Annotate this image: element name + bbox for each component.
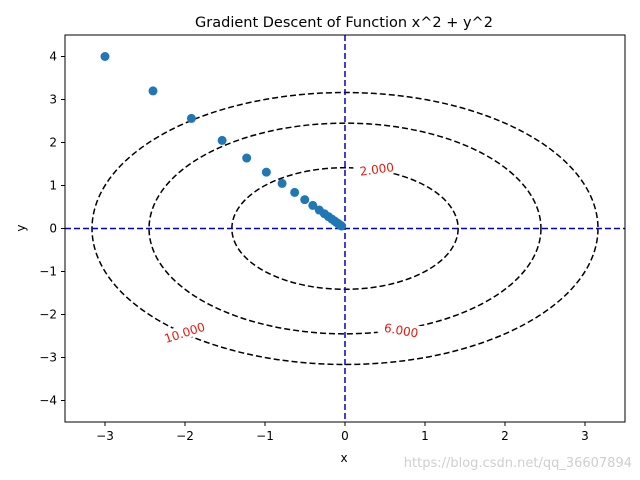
contour-label-group: 6.000 <box>377 318 426 341</box>
x-tick-label: −2 <box>176 429 194 443</box>
y-tick-label: −4 <box>39 394 57 408</box>
y-tick-label: −1 <box>39 265 57 279</box>
contour-label-group: 10.000 <box>156 317 213 347</box>
contour-label-gap <box>352 158 401 179</box>
contour-line-6 <box>148 122 542 335</box>
data-point <box>261 167 271 177</box>
y-tick-label: 3 <box>49 93 57 107</box>
contour-label-gap <box>377 318 426 341</box>
contour-label-gap <box>156 317 213 347</box>
chart-title: Gradient Descent of Function x^2 + y^2 <box>195 15 493 31</box>
data-point <box>277 178 287 188</box>
plot-area: 2.000 6.000 10.000 <box>64 34 626 423</box>
data-point <box>217 135 227 145</box>
data-point <box>337 221 347 231</box>
contour-label-2: 2.000 <box>359 160 395 179</box>
y-tick-label: −3 <box>39 351 57 365</box>
y-tick-label: 2 <box>49 136 57 150</box>
y-tick-label: 1 <box>49 179 57 193</box>
x-axis-label: x <box>340 451 347 465</box>
data-point <box>300 195 310 205</box>
y-tick-label: 4 <box>49 50 57 64</box>
x-tick-label: −3 <box>96 429 114 443</box>
data-point <box>290 187 300 197</box>
x-tick-label: 2 <box>501 429 509 443</box>
plot-content: 2.000 6.000 10.000 <box>65 35 625 422</box>
y-tick-label: −2 <box>39 308 57 322</box>
x-tick-label: 1 <box>421 429 429 443</box>
data-point <box>148 86 158 96</box>
x-tick-label: −1 <box>256 429 274 443</box>
data-point <box>100 52 110 61</box>
watermark-text: https://blog.csdn.net/qq_36607894 <box>404 456 632 471</box>
x-tick-label: 3 <box>581 429 589 443</box>
data-point <box>308 200 318 210</box>
contour-label-10: 10.000 <box>163 320 207 346</box>
x-tick-label: 0 <box>341 429 349 443</box>
contour-label-group: 2.000 <box>352 158 401 179</box>
contour-label-6: 6.000 <box>383 321 419 341</box>
data-point <box>186 113 196 123</box>
data-point <box>242 153 252 163</box>
y-tick-label: 0 <box>49 222 57 236</box>
y-axis-label: y <box>14 224 28 231</box>
axis-ticks: −3 −2 −1 0 1 2 3 −4 −3 −2 −1 0 1 2 3 4 <box>39 50 589 444</box>
